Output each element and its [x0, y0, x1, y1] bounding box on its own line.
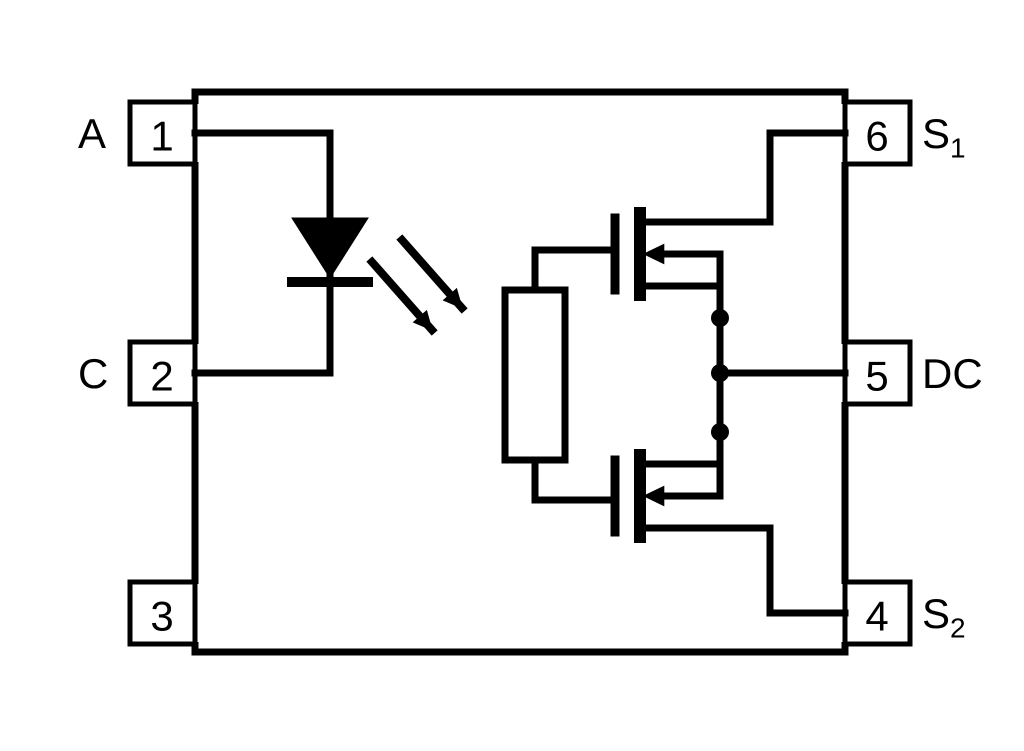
svg-text:5: 5: [865, 353, 888, 400]
pin-label-2: C: [78, 350, 108, 398]
svg-text:4: 4: [865, 593, 888, 640]
svg-text:6: 6: [865, 113, 888, 160]
pin-label-6: S1: [922, 110, 966, 164]
svg-text:2: 2: [150, 353, 173, 400]
svg-text:1: 1: [150, 113, 173, 160]
pin-label-4: S2: [922, 590, 966, 644]
pin-label-5: DC: [922, 350, 983, 398]
pin-label-1: A: [78, 110, 106, 158]
optorelay-schematic: 1 2 3 6 5 4: [0, 0, 1024, 751]
svg-text:3: 3: [150, 593, 173, 640]
